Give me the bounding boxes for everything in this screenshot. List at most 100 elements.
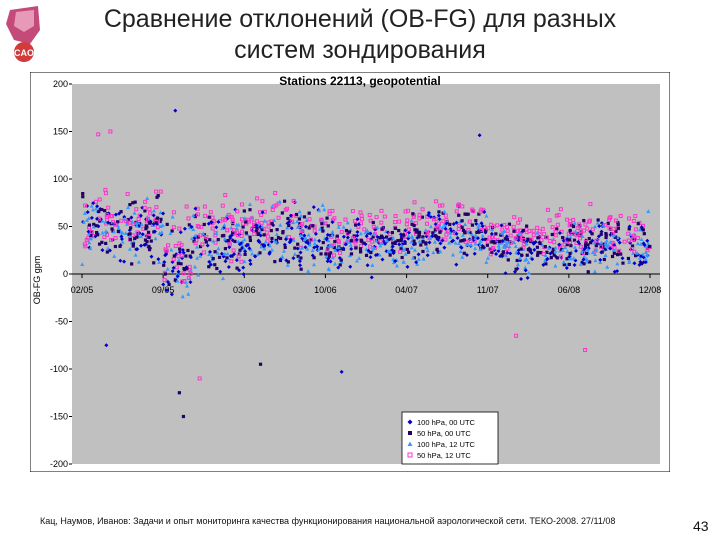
data-point-100hpa-12utc bbox=[262, 218, 267, 223]
data-point-50hpa-12utc bbox=[109, 214, 114, 219]
data-point-100hpa-12utc bbox=[646, 241, 651, 246]
data-point-100hpa-00utc bbox=[89, 215, 94, 220]
data-point-50hpa-00utc bbox=[412, 239, 416, 243]
data-point-50hpa-00utc bbox=[565, 257, 569, 261]
data-point-50hpa-12utc bbox=[491, 224, 496, 229]
data-point-100hpa-12utc bbox=[329, 243, 334, 248]
data-point-50hpa-12utc bbox=[508, 233, 513, 238]
data-point-50hpa-00utc bbox=[238, 248, 242, 252]
data-point-50hpa-12utc bbox=[345, 231, 350, 236]
data-point-100hpa-00utc bbox=[209, 220, 214, 225]
slide-title-line-2: систем зондирования bbox=[234, 36, 486, 64]
data-point-100hpa-00utc bbox=[598, 257, 603, 262]
data-point-100hpa-12utc bbox=[94, 206, 99, 211]
data-point-100hpa-12utc bbox=[634, 250, 639, 255]
data-point-100hpa-00utc bbox=[499, 223, 504, 228]
data-point-50hpa-00utc bbox=[270, 221, 274, 226]
data-point-100hpa-00utc bbox=[295, 246, 300, 251]
data-point-50hpa-00utc bbox=[551, 247, 555, 251]
data-point-100hpa-12utc bbox=[312, 237, 317, 242]
data-point-100hpa-00utc bbox=[336, 265, 341, 270]
data-point-50hpa-00utc bbox=[582, 218, 586, 223]
data-point-100hpa-12utc bbox=[603, 253, 608, 257]
data-point-100hpa-00utc bbox=[364, 234, 369, 239]
data-point-100hpa-00utc bbox=[354, 237, 359, 242]
data-point-50hpa-12utc bbox=[337, 222, 342, 227]
data-point-50hpa-00utc bbox=[149, 239, 153, 243]
data-point-100hpa-00utc bbox=[171, 265, 176, 270]
data-point-50hpa-00utc bbox=[463, 231, 467, 235]
data-point-50hpa-12utc bbox=[505, 246, 510, 251]
data-point-50hpa-12utc bbox=[199, 224, 204, 229]
data-point-50hpa-00utc bbox=[514, 267, 518, 271]
data-point-50hpa-00utc bbox=[286, 260, 290, 264]
data-point-100hpa-12utc bbox=[469, 242, 474, 247]
data-point-100hpa-00utc bbox=[375, 234, 380, 239]
data-point-50hpa-00utc bbox=[438, 230, 442, 234]
data-point-50hpa-00utc bbox=[600, 250, 604, 254]
data-point-100hpa-12utc bbox=[511, 240, 516, 245]
data-point-50hpa-00utc bbox=[187, 223, 191, 227]
data-point-50hpa-00utc bbox=[420, 215, 424, 219]
data-point-100hpa-00utc bbox=[95, 204, 100, 209]
data-point-50hpa-12utc bbox=[240, 229, 245, 234]
data-point-50hpa-00utc bbox=[391, 241, 395, 245]
data-point-50hpa-00utc bbox=[435, 247, 439, 251]
data-point-50hpa-00utc bbox=[155, 195, 159, 199]
data-point-100hpa-12utc bbox=[86, 216, 91, 221]
data-point-100hpa-12utc bbox=[248, 247, 253, 252]
data-point-50hpa-12utc bbox=[405, 218, 410, 223]
data-point-100hpa-00utc bbox=[317, 238, 322, 243]
data-point-100hpa-12utc bbox=[505, 240, 510, 245]
data-point-50hpa-00utc bbox=[100, 207, 104, 212]
data-point-50hpa-00utc bbox=[191, 250, 195, 254]
data-point-50hpa-12utc bbox=[177, 226, 182, 231]
data-point-50hpa-00utc bbox=[275, 228, 279, 232]
data-point-100hpa-00utc bbox=[118, 258, 123, 263]
data-point-100hpa-12utc bbox=[100, 230, 105, 235]
data-point-100hpa-12utc bbox=[543, 258, 548, 263]
data-point-100hpa-12utc bbox=[176, 257, 181, 262]
data-point-50hpa-12utc bbox=[581, 228, 586, 233]
data-point-50hpa-12utc bbox=[210, 215, 215, 220]
data-point-100hpa-00utc bbox=[291, 256, 296, 261]
data-point-50hpa-00utc bbox=[143, 209, 147, 213]
data-point-50hpa-00utc bbox=[512, 229, 516, 233]
data-point-50hpa-00utc bbox=[412, 256, 416, 260]
data-point-100hpa-12utc bbox=[582, 254, 587, 259]
y-tick-label: 50 bbox=[58, 222, 68, 232]
data-point-100hpa-00utc bbox=[151, 221, 156, 226]
data-point-50hpa-12utc bbox=[540, 226, 545, 231]
data-point-100hpa-12utc bbox=[132, 210, 137, 215]
data-point-50hpa-00utc bbox=[254, 229, 258, 234]
data-point-100hpa-12utc bbox=[384, 238, 389, 243]
data-point-50hpa-00utc bbox=[549, 255, 553, 260]
data-point-100hpa-12utc bbox=[81, 220, 86, 225]
data-point-100hpa-12utc bbox=[185, 283, 190, 288]
data-point-100hpa-12utc bbox=[592, 224, 597, 229]
data-point-50hpa-12utc bbox=[521, 238, 526, 243]
data-point-100hpa-00utc bbox=[176, 269, 181, 274]
data-point-100hpa-00utc bbox=[337, 256, 342, 261]
data-point-50hpa-12utc bbox=[555, 222, 560, 227]
data-point-50hpa-00utc bbox=[223, 247, 228, 251]
data-point-50hpa-12utc bbox=[319, 217, 324, 222]
data-point-100hpa-12utc bbox=[248, 202, 253, 207]
data-point-50hpa-00utc bbox=[280, 211, 284, 215]
data-point-50hpa-00utc bbox=[550, 250, 555, 254]
data-point-50hpa-12utc bbox=[202, 204, 207, 209]
data-point-100hpa-12utc bbox=[593, 247, 598, 252]
data-point-100hpa-12utc bbox=[363, 230, 368, 235]
data-point-50hpa-12utc bbox=[264, 230, 269, 235]
data-point-50hpa-00utc bbox=[339, 258, 343, 262]
data-point-100hpa-12utc bbox=[175, 271, 180, 276]
data-point-50hpa-00utc bbox=[569, 244, 573, 248]
data-point-50hpa-00utc bbox=[207, 265, 211, 269]
data-point-100hpa-12utc bbox=[526, 260, 531, 265]
data-point-100hpa-00utc bbox=[612, 269, 617, 274]
data-point-100hpa-00utc bbox=[284, 258, 289, 263]
footer-citation: Кац, Наумов, Иванов: Задачи и опыт монит… bbox=[40, 516, 616, 526]
data-point-100hpa-00utc bbox=[504, 234, 509, 239]
data-point-50hpa-00utc bbox=[393, 226, 398, 230]
data-point-50hpa-00utc bbox=[325, 216, 329, 220]
